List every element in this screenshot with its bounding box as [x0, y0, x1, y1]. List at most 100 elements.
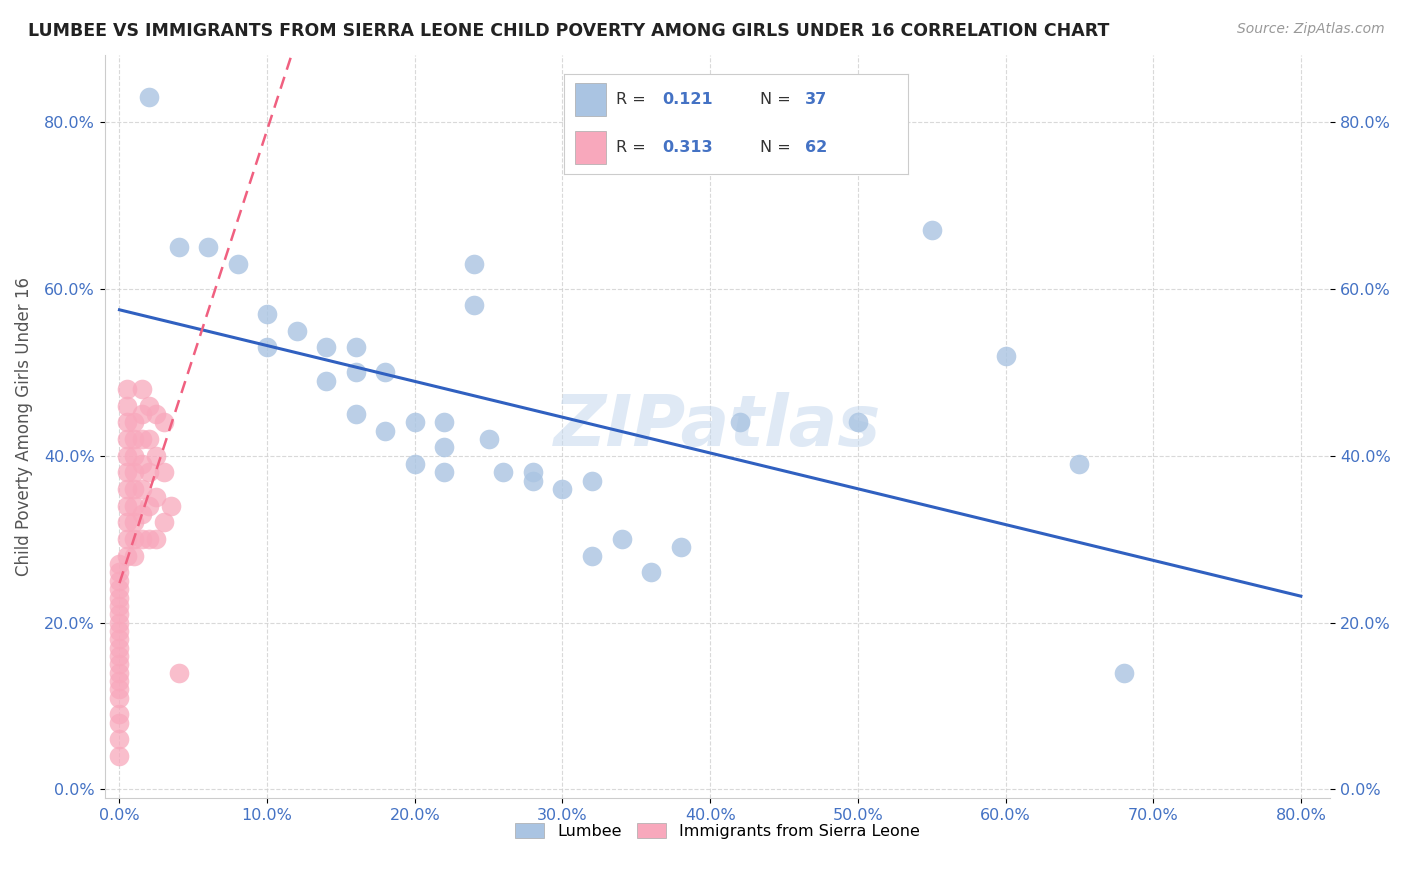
Point	[374, 424, 396, 438]
Point	[122, 499, 145, 513]
Point	[404, 457, 426, 471]
Point	[115, 482, 138, 496]
Point	[728, 415, 751, 429]
Point	[640, 566, 662, 580]
Point	[344, 340, 367, 354]
Point	[131, 432, 153, 446]
Point	[108, 715, 131, 730]
Point	[315, 374, 337, 388]
Point	[108, 591, 131, 605]
Point	[138, 466, 160, 480]
Point	[108, 599, 131, 613]
Point	[138, 499, 160, 513]
Text: ZIPatlas: ZIPatlas	[554, 392, 882, 461]
Point	[115, 399, 138, 413]
Point	[994, 349, 1017, 363]
Legend: Lumbee, Immigrants from Sierra Leone: Lumbee, Immigrants from Sierra Leone	[509, 817, 927, 846]
Point	[669, 541, 692, 555]
Point	[433, 466, 456, 480]
Point	[108, 640, 131, 655]
Point	[256, 307, 278, 321]
Point	[115, 382, 138, 396]
Text: LUMBEE VS IMMIGRANTS FROM SIERRA LEONE CHILD POVERTY AMONG GIRLS UNDER 16 CORREL: LUMBEE VS IMMIGRANTS FROM SIERRA LEONE C…	[28, 22, 1109, 40]
Point	[138, 90, 160, 104]
Point	[108, 665, 131, 680]
Point	[478, 432, 501, 446]
Point	[131, 407, 153, 421]
Point	[167, 240, 190, 254]
Point	[131, 457, 153, 471]
Point	[115, 499, 138, 513]
Point	[108, 607, 131, 622]
Point	[138, 399, 160, 413]
Point	[433, 415, 456, 429]
Point	[522, 466, 544, 480]
Point	[122, 466, 145, 480]
Point	[122, 449, 145, 463]
Point	[108, 624, 131, 638]
Point	[108, 648, 131, 663]
Point	[115, 532, 138, 546]
Text: Source: ZipAtlas.com: Source: ZipAtlas.com	[1237, 22, 1385, 37]
Point	[145, 449, 167, 463]
Point	[256, 340, 278, 354]
Point	[115, 432, 138, 446]
Point	[492, 466, 515, 480]
Point	[522, 474, 544, 488]
Point	[167, 665, 190, 680]
Point	[581, 474, 603, 488]
Point	[463, 257, 485, 271]
Point	[122, 532, 145, 546]
Point	[131, 507, 153, 521]
Point	[152, 466, 174, 480]
Point	[145, 491, 167, 505]
Point	[108, 574, 131, 588]
Point	[921, 223, 943, 237]
Point	[138, 432, 160, 446]
Point	[131, 382, 153, 396]
Point	[226, 257, 249, 271]
Point	[131, 482, 153, 496]
Point	[108, 566, 131, 580]
Point	[108, 615, 131, 630]
Point	[108, 673, 131, 688]
Point	[160, 499, 183, 513]
Point	[374, 365, 396, 379]
Point	[551, 482, 574, 496]
Point	[138, 532, 160, 546]
Point	[108, 557, 131, 571]
Point	[122, 549, 145, 563]
Point	[131, 532, 153, 546]
Point	[433, 440, 456, 454]
Point	[122, 432, 145, 446]
Point	[108, 690, 131, 705]
Point	[115, 549, 138, 563]
Point	[115, 415, 138, 429]
Point	[108, 749, 131, 764]
Point	[108, 707, 131, 722]
Point	[463, 298, 485, 312]
Point	[108, 582, 131, 597]
Point	[145, 407, 167, 421]
Point	[197, 240, 219, 254]
Point	[610, 532, 633, 546]
Point	[1069, 457, 1091, 471]
Point	[108, 732, 131, 747]
Point	[285, 324, 308, 338]
Point	[315, 340, 337, 354]
Point	[145, 532, 167, 546]
Point	[108, 657, 131, 672]
Point	[1112, 665, 1135, 680]
Point	[344, 407, 367, 421]
Point	[152, 415, 174, 429]
Point	[122, 482, 145, 496]
Point	[115, 516, 138, 530]
Point	[108, 682, 131, 697]
Point	[115, 466, 138, 480]
Point	[404, 415, 426, 429]
Point	[108, 632, 131, 647]
Point	[344, 365, 367, 379]
Y-axis label: Child Poverty Among Girls Under 16: Child Poverty Among Girls Under 16	[15, 277, 32, 576]
Point	[152, 516, 174, 530]
Point	[846, 415, 869, 429]
